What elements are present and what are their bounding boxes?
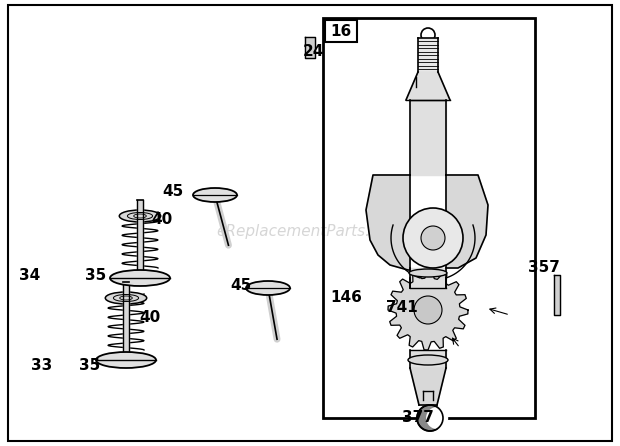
Polygon shape <box>410 100 446 175</box>
Text: 34: 34 <box>19 268 41 282</box>
Text: eReplacementParts.com: eReplacementParts.com <box>216 224 404 240</box>
Bar <box>325 20 357 42</box>
Circle shape <box>421 28 435 42</box>
Text: 35: 35 <box>79 358 100 372</box>
Polygon shape <box>366 175 410 270</box>
Text: 146: 146 <box>330 290 362 306</box>
Polygon shape <box>137 200 143 278</box>
Ellipse shape <box>408 355 448 365</box>
Polygon shape <box>410 278 446 288</box>
Ellipse shape <box>119 210 161 222</box>
Circle shape <box>403 208 463 268</box>
Ellipse shape <box>193 188 237 202</box>
Circle shape <box>421 226 445 250</box>
Circle shape <box>414 296 442 324</box>
Text: 16: 16 <box>330 24 352 38</box>
Polygon shape <box>305 37 315 58</box>
Polygon shape <box>388 270 468 350</box>
Text: 45: 45 <box>231 277 252 293</box>
Ellipse shape <box>409 269 447 277</box>
Text: 741: 741 <box>386 300 418 314</box>
Text: 33: 33 <box>32 358 53 372</box>
Text: 24: 24 <box>303 44 324 58</box>
Polygon shape <box>406 72 450 100</box>
Ellipse shape <box>105 292 147 304</box>
Polygon shape <box>418 38 438 72</box>
Polygon shape <box>123 282 129 360</box>
Ellipse shape <box>246 281 290 295</box>
Circle shape <box>417 405 443 431</box>
Text: 377: 377 <box>402 410 434 425</box>
Text: 45: 45 <box>162 185 184 199</box>
Text: 357: 357 <box>528 260 560 276</box>
Ellipse shape <box>96 352 156 368</box>
Polygon shape <box>554 275 560 315</box>
Text: 35: 35 <box>86 268 107 282</box>
Bar <box>323 18 535 418</box>
Circle shape <box>426 407 448 429</box>
Polygon shape <box>410 268 446 288</box>
Text: 40: 40 <box>151 212 172 227</box>
Ellipse shape <box>110 270 170 286</box>
Polygon shape <box>410 368 446 405</box>
Polygon shape <box>446 175 488 268</box>
Text: 40: 40 <box>140 310 161 326</box>
Polygon shape <box>410 350 446 368</box>
